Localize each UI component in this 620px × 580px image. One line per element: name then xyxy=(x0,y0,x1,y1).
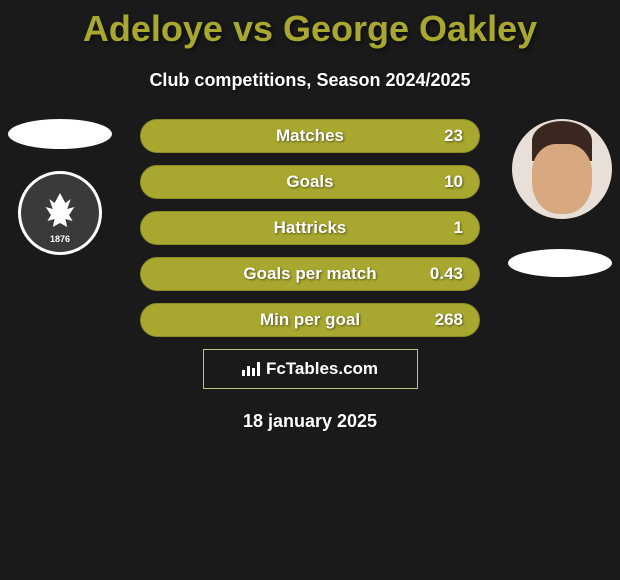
stat-row-matches: Matches 23 xyxy=(140,119,480,153)
source-logo-box: FcTables.com xyxy=(203,349,418,389)
content-region: 1876 Matches 23 Goals 10 Hattricks 1 Goa… xyxy=(0,119,620,432)
stat-value: 0.43 xyxy=(430,264,463,284)
page-title: Adeloye vs George Oakley xyxy=(0,0,620,50)
badge-year: 1876 xyxy=(50,234,70,244)
stat-row-goals-per-match: Goals per match 0.43 xyxy=(140,257,480,291)
stat-row-min-per-goal: Min per goal 268 xyxy=(140,303,480,337)
stat-row-hattricks: Hattricks 1 xyxy=(140,211,480,245)
club-right-badge xyxy=(508,249,612,277)
stat-label: Goals xyxy=(286,172,333,192)
player-right-avatar xyxy=(512,119,612,219)
avatar-face xyxy=(532,144,592,214)
stat-value: 23 xyxy=(444,126,463,146)
stat-row-goals: Goals 10 xyxy=(140,165,480,199)
stat-value: 1 xyxy=(454,218,463,238)
chart-icon xyxy=(242,362,260,376)
stat-value: 268 xyxy=(435,310,463,330)
stat-label: Goals per match xyxy=(243,264,376,284)
date-text: 18 january 2025 xyxy=(0,411,620,432)
thistle-icon xyxy=(42,193,78,233)
club-left-badge: 1876 xyxy=(18,171,102,255)
stat-label: Hattricks xyxy=(274,218,347,238)
source-logo-text: FcTables.com xyxy=(266,359,378,379)
subtitle: Club competitions, Season 2024/2025 xyxy=(0,70,620,91)
stat-label: Min per goal xyxy=(260,310,360,330)
stat-value: 10 xyxy=(444,172,463,192)
player-left-avatar xyxy=(8,119,112,149)
stats-bars: Matches 23 Goals 10 Hattricks 1 Goals pe… xyxy=(140,119,480,337)
stat-label: Matches xyxy=(276,126,344,146)
